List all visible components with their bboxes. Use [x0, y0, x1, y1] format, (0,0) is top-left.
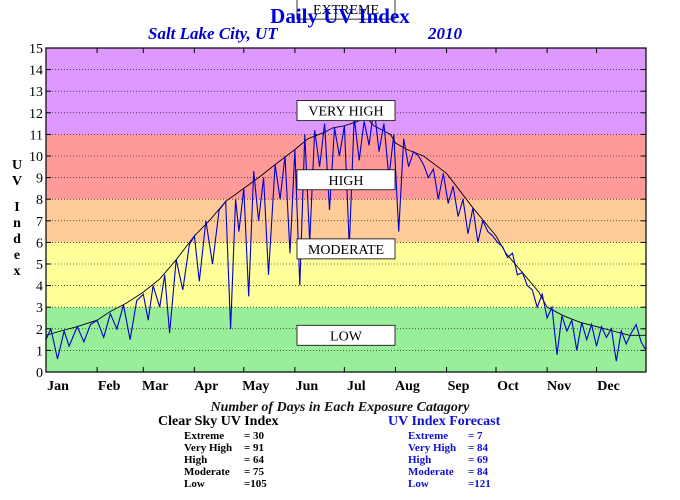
y-tick-label: 10 [29, 150, 43, 165]
x-tick-label: Jan [47, 379, 69, 394]
y-tick-label: 11 [30, 128, 43, 143]
forecast-row: High = 69 [408, 454, 489, 466]
clear-sky-row: Low =105 [184, 478, 267, 490]
x-tick-label: May [242, 379, 269, 394]
y-tick-label: 2 [36, 323, 43, 338]
forecast-row: Very High = 84 [408, 442, 489, 454]
y-tick-label: 15 [29, 42, 43, 57]
x-tick-label: Dec [597, 379, 620, 394]
chart-location: Salt Lake City, UT [148, 24, 278, 43]
y-tick-label: 3 [36, 301, 43, 316]
y-tick-label: 7 [36, 215, 43, 230]
band-label: EXTREME [313, 3, 379, 18]
x-tick-label: Nov [547, 379, 571, 394]
x-tick-label: Sep [448, 379, 470, 394]
band-label-box [296, 0, 396, 20]
clear-sky-row: Very High = 91 [184, 442, 265, 454]
band-label-box [296, 169, 396, 191]
forecast-row: Moderate = 84 [408, 466, 489, 478]
clear-sky-row: Moderate = 75 [184, 466, 265, 478]
y-tick-label: 5 [36, 258, 43, 273]
band-label: VERY HIGH [308, 105, 383, 120]
x-tick-label: Apr [194, 379, 218, 394]
x-tick-label: Jun [296, 379, 319, 394]
y-tick-label: 0 [36, 366, 43, 381]
band-labels: LOW MODERATE HIGH VERY HIGH EXTREME [296, 0, 396, 346]
y-tick-label: 4 [36, 280, 43, 295]
forecast-summary-title: UV Index Forecast [388, 414, 501, 429]
x-tick-label: Aug [395, 379, 420, 394]
plot-frame [45, 47, 647, 373]
y-tick-label: 12 [29, 107, 43, 122]
y-tick-label: 8 [36, 193, 43, 208]
x-tick-label: Feb [98, 379, 121, 394]
clear-sky-summary-title: Clear Sky UV Index [158, 414, 279, 429]
y-tick-label: 1 [36, 344, 43, 359]
clear-sky-row: Extreme = 30 [184, 430, 265, 442]
y-tick-label: 13 [29, 85, 43, 100]
chart-year: 2010 [428, 24, 462, 43]
band-label: HIGH [329, 174, 364, 189]
forecast-row: Extreme = 7 [408, 430, 483, 442]
y-tick-label: 6 [36, 236, 43, 251]
exposure-bands [46, 48, 646, 372]
forecast-line [45, 106, 647, 362]
y-tick-label: 9 [36, 172, 43, 187]
x-tick-label: Jul [347, 379, 366, 394]
band-label: MODERATE [308, 243, 384, 258]
clear-sky-row: High = 64 [184, 454, 265, 466]
x-tick-label: Mar [142, 379, 168, 394]
summary-subtitle: Number of Days in Each Exposure Catagory [210, 400, 470, 415]
forecast-row: Low =121 [408, 478, 491, 490]
band-label-box [296, 324, 396, 346]
band-label-box [296, 238, 396, 260]
chart-title: Daily UV Index [270, 4, 410, 28]
band-label: LOW [330, 329, 363, 344]
band-label-box [296, 100, 396, 122]
y-tick-label: 14 [29, 64, 43, 79]
x-tick-label: Oct [497, 379, 519, 394]
